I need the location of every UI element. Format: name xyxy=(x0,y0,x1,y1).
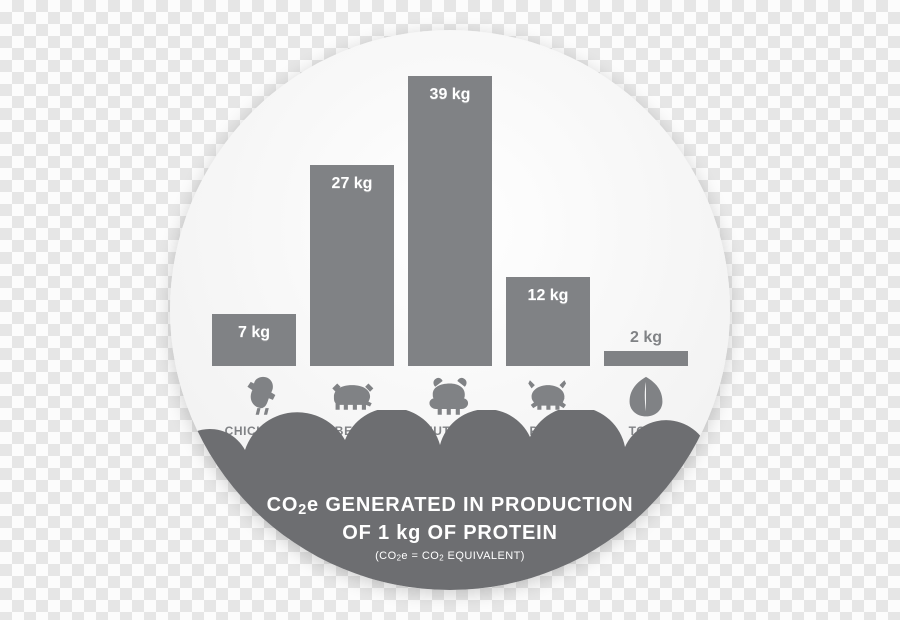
bar-value-chicken: 7 kg xyxy=(238,324,270,342)
bar-value-pork: 12 kg xyxy=(528,287,569,305)
bar-chart: 7 kg 27 kg 39 kg 12 kg 2 kg xyxy=(170,76,730,366)
plate-container: 7 kg27 kg39 kg12 kg2 kg CHICKENBEEFMUTTO… xyxy=(170,30,730,590)
bar-col-tofu: 2 kg xyxy=(604,351,688,366)
bar-col-chicken: 7 kg xyxy=(212,314,296,366)
footer-subtitle: (CO2e = CO2 EQUIVALENT) xyxy=(170,550,730,563)
bar-col-beef: 27 kg xyxy=(310,165,394,366)
bar-chicken: 7 kg xyxy=(212,314,296,366)
bar-pork: 12 kg xyxy=(506,277,590,366)
bar-value-beef: 27 kg xyxy=(332,175,373,193)
bar-col-pork: 12 kg xyxy=(506,277,590,366)
footer-title: CO2e GENERATED IN PRODUCTIONOF 1 kg OF P… xyxy=(170,492,730,547)
transparency-background: 7 kg27 kg39 kg12 kg2 kg CHICKENBEEFMUTTO… xyxy=(0,0,900,620)
bar-beef: 27 kg xyxy=(310,165,394,366)
bar-mutton: 39 kg xyxy=(408,76,492,366)
bar-col-mutton: 39 kg xyxy=(408,76,492,366)
plate: 7 kg27 kg39 kg12 kg2 kg CHICKENBEEFMUTTO… xyxy=(170,30,730,590)
bar-value-mutton: 39 kg xyxy=(430,86,471,104)
bar-value-tofu: 2 kg xyxy=(630,329,662,347)
bar-tofu: 2 kg xyxy=(604,351,688,366)
